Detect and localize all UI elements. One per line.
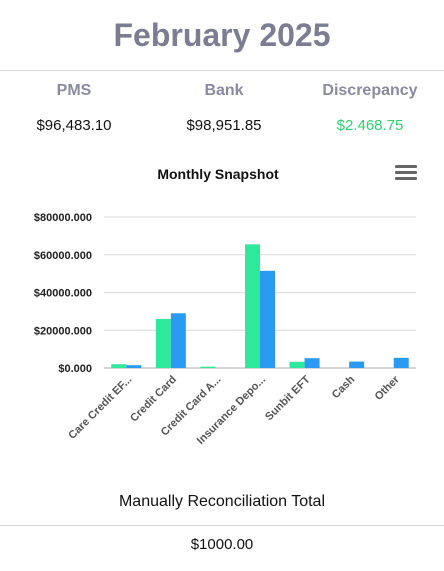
bank-summary: Bank $98,951.85	[150, 78, 298, 136]
pms-summary: PMS $96,483.10	[0, 78, 148, 136]
bar[interactable]	[200, 366, 216, 368]
discrepancy-summary: Discrepancy $2.468.75	[296, 78, 444, 136]
x-tick-label: Care Credit EF...	[66, 374, 134, 442]
bar[interactable]	[393, 357, 409, 368]
x-tick-label: Cash	[330, 373, 358, 401]
bar[interactable]	[170, 313, 186, 368]
y-tick-label: $20000.000	[34, 325, 92, 337]
discrepancy-label: Discrepancy	[322, 82, 418, 99]
bar[interactable]	[260, 270, 275, 368]
monthly-snapshot-chart: $0.000 $20000.000 $40000.000 $60000.000 $800…	[34, 212, 416, 447]
bar[interactable]	[349, 361, 365, 368]
discrepancy-value: $2.468.75	[336, 117, 404, 134]
y-tick-label: $40000.000	[34, 288, 92, 300]
header-divider	[0, 70, 444, 71]
bar[interactable]	[245, 244, 260, 368]
reconciliation-label: Manually Reconciliation Total	[118, 493, 326, 510]
bank-value: $98,951.85	[186, 117, 262, 134]
bar[interactable]	[155, 318, 171, 368]
bar[interactable]	[111, 364, 127, 368]
bar[interactable]	[126, 365, 142, 368]
bar[interactable]	[289, 361, 305, 368]
y-tick-label: $80000.000	[34, 212, 92, 224]
y-tick-label: $0.000	[58, 363, 92, 375]
chart-title: Monthly Snapshot	[157, 166, 279, 182]
page-title: February 2025	[113, 16, 331, 53]
reconciliation-value: $1000.00	[190, 536, 254, 553]
x-tick-label: Other	[373, 373, 403, 403]
chart-bars	[111, 244, 409, 368]
pms-value: $96,483.10	[36, 117, 112, 134]
bar[interactable]	[304, 358, 320, 368]
pms-label: PMS	[56, 82, 92, 99]
hamburger-menu-icon[interactable]	[395, 165, 417, 181]
reconciliation-divider	[0, 525, 444, 526]
y-tick-label: $60000.000	[34, 250, 92, 262]
y-axis-ticks: $0.000 $20000.000 $40000.000 $60000.000 $800…	[34, 212, 92, 375]
bank-label: Bank	[204, 82, 244, 99]
x-tick-label: Sunbit EFT	[263, 373, 313, 423]
